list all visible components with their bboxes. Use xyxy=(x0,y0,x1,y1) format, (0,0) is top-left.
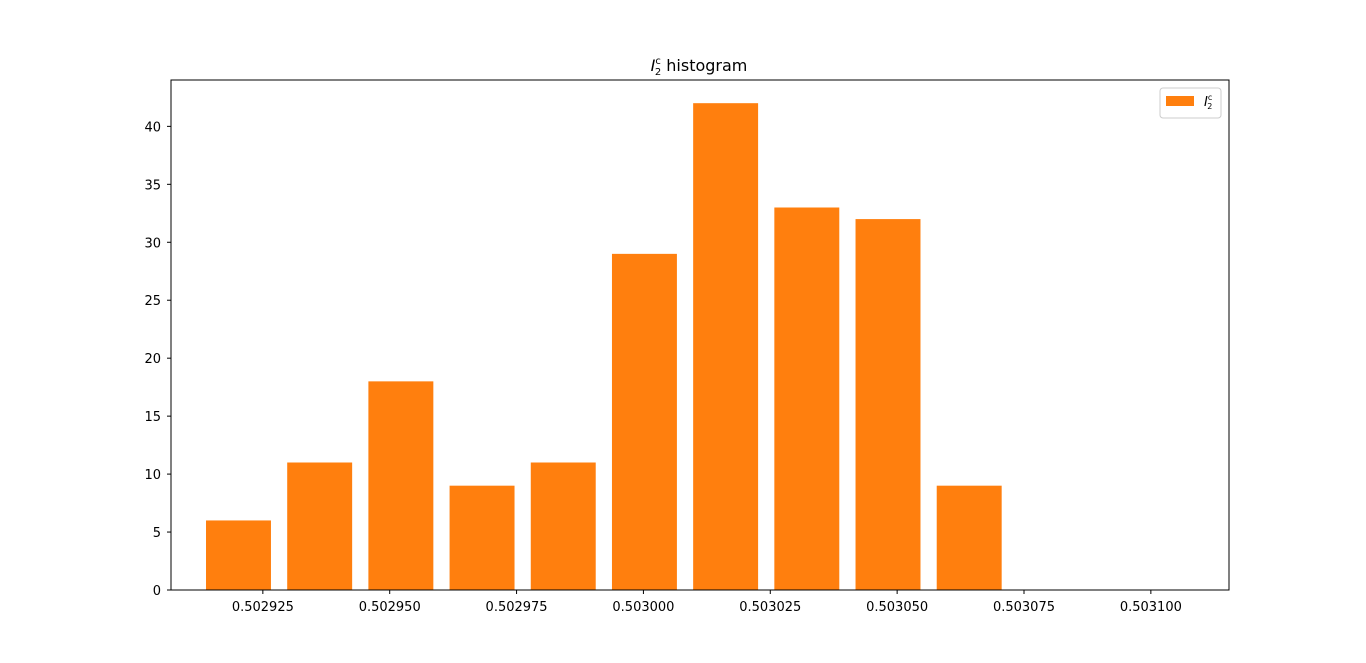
bars-group xyxy=(206,103,1002,591)
legend-swatch xyxy=(1166,96,1194,106)
y-axis: 0 5 10 15 20 25 30 35 40 xyxy=(144,120,171,599)
x-tick-label: 0.503075 xyxy=(993,600,1055,615)
x-tick-label: 0.503025 xyxy=(739,600,801,615)
bar xyxy=(206,520,271,590)
y-tick-label: 5 xyxy=(153,526,161,541)
y-tick-label: 35 xyxy=(144,178,161,193)
y-tick-label: 25 xyxy=(144,294,161,309)
x-tick-label: 0.502975 xyxy=(486,600,548,615)
bar xyxy=(774,207,840,590)
bar xyxy=(611,253,677,591)
x-tick-label: 0.503000 xyxy=(612,600,674,615)
y-tick-label: 10 xyxy=(144,468,161,483)
x-axis: 0.502925 0.502950 0.502975 0.503000 0.503025… xyxy=(232,590,1182,615)
chart-title: Ic 2 histogram xyxy=(651,56,748,78)
bar xyxy=(855,219,921,590)
x-tick-label: 0.502925 xyxy=(232,600,294,615)
x-tick-label: 0.503100 xyxy=(1120,600,1182,615)
legend: Ic 2 xyxy=(1159,87,1222,119)
plot-frame xyxy=(170,79,1230,591)
x-tick-label: 0.503050 xyxy=(866,600,928,615)
bar xyxy=(693,103,759,591)
y-tick-label: 0 xyxy=(153,584,161,599)
legend-label: Ic 2 xyxy=(1204,93,1212,111)
bar xyxy=(936,485,1002,590)
bar xyxy=(368,381,434,590)
bar xyxy=(449,485,515,590)
bar xyxy=(287,462,353,590)
y-tick-label: 40 xyxy=(144,120,161,135)
y-tick-label: 20 xyxy=(144,352,161,367)
x-tick-label: 0.502950 xyxy=(359,600,421,615)
y-tick-label: 15 xyxy=(144,410,161,425)
y-tick-label: 30 xyxy=(144,236,161,251)
bar xyxy=(530,462,596,590)
